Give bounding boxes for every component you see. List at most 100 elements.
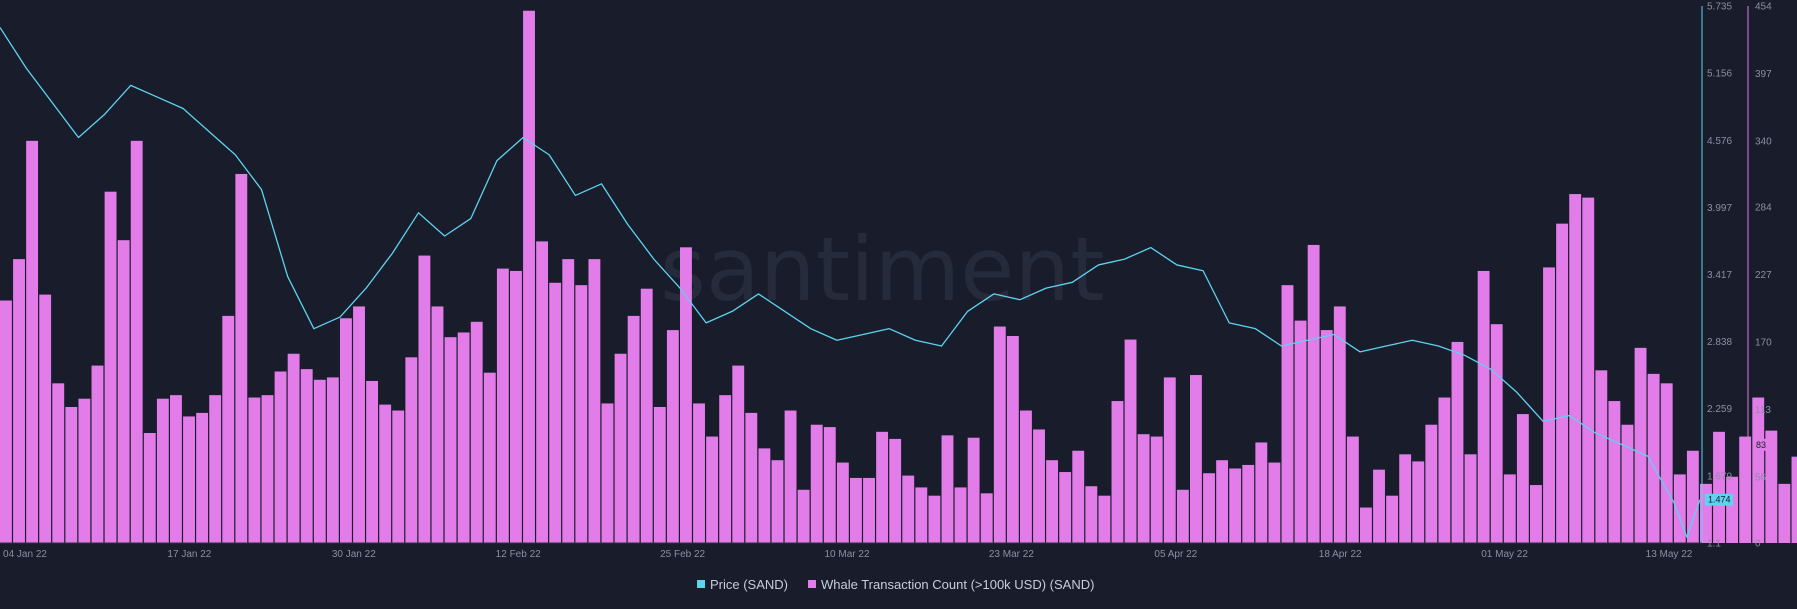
- count-bar: [248, 397, 261, 543]
- count-bar: [797, 489, 810, 543]
- legend[interactable]: Price (SAND) Whale Transaction Count (>1…: [697, 577, 1094, 592]
- count-bar: [562, 259, 575, 543]
- count-bar: [130, 140, 143, 543]
- count-bar: [1425, 424, 1438, 543]
- count-bar: [523, 10, 535, 544]
- count-bar: [1242, 464, 1255, 543]
- count-bar: [78, 398, 91, 543]
- count-bar: [510, 270, 522, 543]
- count-axis-ticks: 0 56 113 170 227 284 340 397 454: [1755, 2, 1772, 550]
- legend-swatch-whale-count: [808, 580, 816, 588]
- count-tick-label: 454: [1755, 2, 1772, 13]
- count-bar: [1399, 454, 1412, 543]
- count-bar: [91, 365, 104, 543]
- count-bar: [536, 241, 549, 543]
- count-bar: [1320, 330, 1333, 543]
- price-axis-ticks: 1.1 1.679 2.259 2.838 3.417 3.997 4.576 5.156 5.…: [1707, 2, 1732, 550]
- count-bar: [902, 475, 915, 543]
- count-bar: [1163, 377, 1176, 543]
- count-bar: [640, 288, 653, 543]
- count-bar: [1582, 197, 1595, 543]
- count-bar: [1412, 461, 1425, 543]
- count-bar: [1516, 414, 1529, 543]
- count-bar: [1268, 462, 1281, 543]
- count-tick-label: 227: [1755, 270, 1772, 281]
- count-bar: [0, 300, 12, 543]
- count-bar: [745, 412, 758, 543]
- count-bar: [1621, 424, 1634, 543]
- current-value-badges: 1.474 83: [1705, 438, 1769, 506]
- count-bar: [405, 357, 418, 543]
- count-bar: [1190, 375, 1202, 543]
- count-bar: [928, 495, 941, 543]
- count-bar: [1438, 397, 1451, 543]
- count-bar: [980, 493, 993, 543]
- count-bar: [1006, 336, 1019, 543]
- count-bar: [156, 398, 169, 543]
- count-bar: [614, 353, 627, 543]
- count-bar: [470, 321, 483, 543]
- price-current-badge: [1705, 493, 1733, 506]
- count-bar: [1137, 434, 1150, 543]
- count-bars: [0, 10, 1797, 544]
- x-tick-label: 05 Apr 22: [1154, 549, 1197, 560]
- count-bar: [1150, 436, 1163, 543]
- count-bar: [653, 406, 666, 543]
- count-bar: [1229, 468, 1242, 543]
- x-tick-label: 17 Jan 22: [167, 549, 211, 560]
- count-bar: [758, 448, 771, 543]
- x-tick-label: 04 Jan 22: [3, 549, 47, 560]
- count-bar: [575, 285, 588, 543]
- count-bar: [1360, 507, 1372, 543]
- count-bar: [836, 462, 849, 543]
- count-bar: [431, 306, 444, 543]
- count-tick-label: 340: [1755, 136, 1772, 147]
- count-bar: [418, 255, 431, 543]
- count-bar: [1294, 320, 1307, 543]
- count-bar: [483, 372, 496, 543]
- count-bar: [1739, 436, 1752, 543]
- count-bar: [209, 395, 222, 543]
- price-current-value: 1.474: [1708, 495, 1731, 505]
- count-bar: [1503, 474, 1516, 543]
- count-bar: [1490, 324, 1503, 543]
- price-tick-label: 3.997: [1707, 203, 1732, 214]
- count-bar: [1791, 456, 1797, 543]
- count-bar: [1059, 472, 1072, 543]
- count-bar: [549, 282, 562, 543]
- count-bar: [39, 294, 52, 543]
- count-tick-label: 0: [1755, 539, 1761, 550]
- legend-item-whale-count[interactable]: Whale Transaction Count (>100k USD) (SAN…: [808, 577, 1094, 592]
- price-line: [0, 27, 1701, 538]
- axes: [0, 6, 1749, 544]
- count-bar: [967, 437, 980, 543]
- count-bar: [1673, 474, 1686, 543]
- count-bar: [810, 424, 823, 543]
- count-bar: [340, 318, 352, 543]
- price-tick-label: 5.156: [1707, 69, 1732, 80]
- count-bar: [771, 460, 784, 543]
- count-bar: [941, 435, 954, 543]
- count-bar: [457, 332, 470, 543]
- count-bar: [1686, 450, 1699, 543]
- count-bar: [1543, 267, 1555, 543]
- count-bar: [222, 315, 235, 543]
- count-bar: [353, 306, 365, 543]
- price-tick-label: 3.417: [1707, 270, 1732, 281]
- count-bar: [1634, 347, 1647, 543]
- count-bar: [1333, 306, 1346, 543]
- x-tick-label: 18 Apr 22: [1319, 549, 1362, 560]
- count-bar: [601, 403, 614, 543]
- count-bar: [1569, 194, 1582, 543]
- count-tick-label: 56: [1755, 472, 1767, 483]
- count-bar: [1033, 429, 1045, 543]
- count-bar: [863, 477, 875, 543]
- x-tick-label: 13 May 22: [1646, 549, 1693, 560]
- count-bar: [1765, 430, 1778, 543]
- count-bar: [1700, 483, 1712, 543]
- count-bar: [889, 438, 902, 543]
- count-tick-label: 397: [1755, 69, 1772, 80]
- count-bar: [1477, 270, 1490, 543]
- count-bar: [1752, 397, 1765, 543]
- legend-item-price[interactable]: Price (SAND): [697, 577, 788, 592]
